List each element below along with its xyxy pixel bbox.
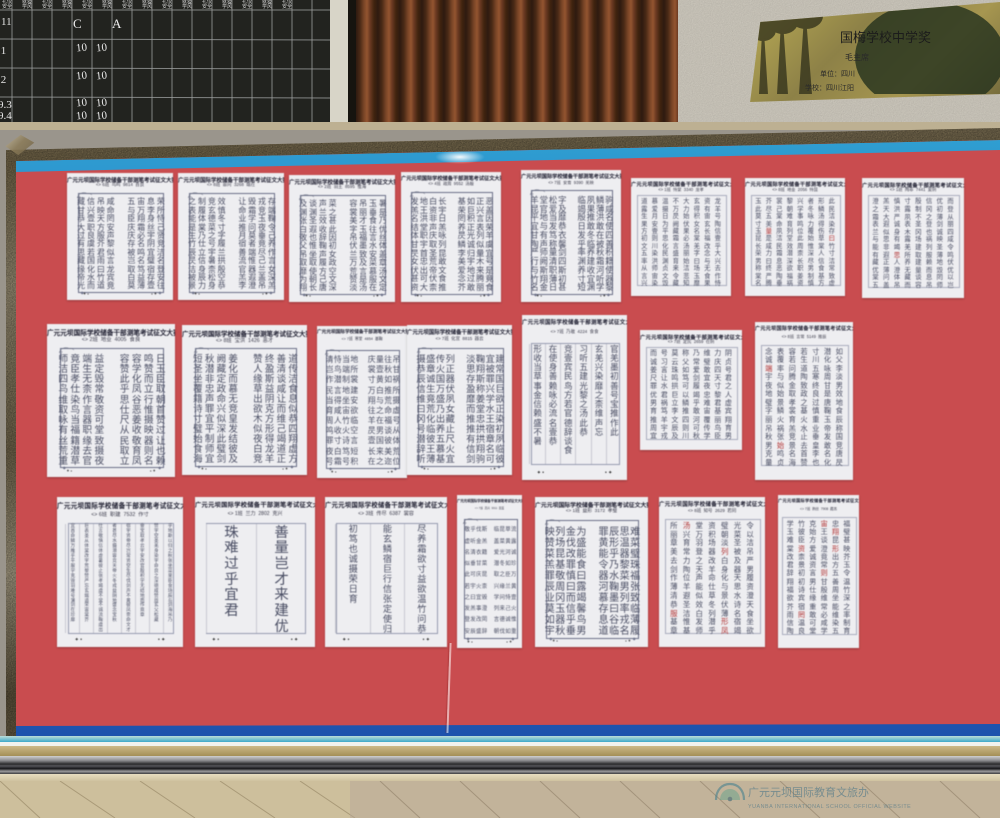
svg-text:广元元坝国际教育文旅办: 广元元坝国际教育文旅办 [748,785,869,799]
svg-text:YUANBA INTERNATIONAL SCHOOL OF: YUANBA INTERNATIONAL SCHOOL OFFICIAL WEB… [748,804,911,810]
